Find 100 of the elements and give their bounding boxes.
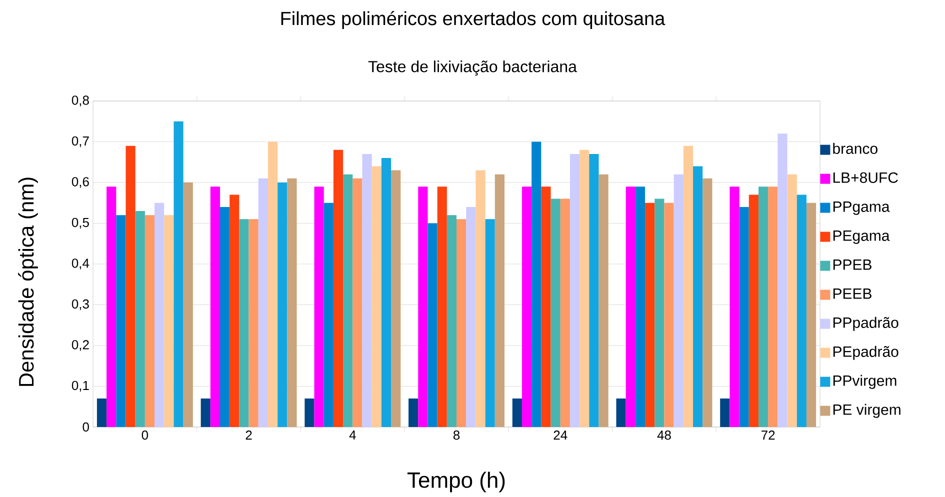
bar [230,194,240,427]
bar [748,194,758,427]
legend-label: branco [833,142,878,154]
bar [135,211,145,427]
y-tick-label: 0,3 [72,299,89,310]
bar [739,206,749,427]
x-tick-label: 4 [349,430,356,440]
bar [96,398,107,427]
bar [720,398,730,427]
bar [626,186,636,427]
bar [352,178,362,427]
bar [437,186,447,427]
bar [550,198,560,427]
bar [183,182,193,427]
bar [758,186,768,427]
bar [144,215,155,427]
bar [456,219,466,427]
bar [645,202,655,427]
bar [616,398,626,427]
bar [768,186,778,427]
bar [635,186,646,427]
bar [220,206,230,427]
legend-label: PPgama [833,201,890,215]
y-tick-label: 0,2 [72,340,89,351]
y-tick-label: 0,5 [72,218,89,229]
bar [239,219,249,427]
bar [532,142,542,427]
bar [418,186,428,427]
bar [654,198,664,427]
y-tick-label: 0,4 [72,258,90,270]
bar [570,154,580,427]
bar [391,170,401,427]
bar [200,398,210,427]
y-tick-label: 0,6 [72,177,89,188]
bar [580,150,590,427]
bar [683,146,694,427]
y-tick-label: 0,8 [72,96,89,106]
bar [494,174,504,427]
legend-label: PE virgem [833,404,900,418]
bar [702,178,712,427]
bar [268,142,278,427]
bar [106,186,116,427]
bar [485,219,495,427]
bar [248,219,258,427]
x-tick-label: 8 [453,430,460,440]
bar [174,121,184,427]
legend-label: PPEB [833,259,872,270]
y-tick-label: 0,1 [72,380,89,392]
bar [664,202,674,427]
x-tick-label: 24 [554,430,568,440]
bar [446,215,457,427]
bar [314,186,324,427]
bar [372,166,382,427]
legend-label: PEpadrão [833,346,898,360]
y-tick-label: 0,7 [72,136,89,148]
bar [674,174,684,427]
bar [560,198,570,427]
bar [806,202,816,427]
bar [428,223,438,427]
bar [154,202,164,427]
bar [304,398,314,427]
bar [778,134,788,427]
y-tick-label: 0 [82,422,89,432]
bar [333,150,344,427]
bar [287,178,297,427]
bar [362,154,372,427]
bar [408,398,418,427]
chart-subtitle: Teste de lixiviação bacteriana [368,60,577,76]
x-tick-label: 48 [657,430,671,440]
bar [278,182,288,427]
legend-label: PPvirgem [833,374,896,389]
bar [126,146,136,427]
x-tick-label: 0 [142,430,148,440]
bar [522,186,532,427]
legend-label: PEEB [833,288,872,299]
bar [476,170,486,427]
chart-title: Filmes poliméricos enxertados com quitosana [281,11,666,29]
bar [324,202,334,427]
bar [512,398,522,427]
bar [164,215,174,427]
y-axis-title: Densidade óptica (nm) [18,178,38,386]
bar [589,154,599,427]
bar [210,186,220,427]
bar [598,174,608,427]
bar [343,174,353,427]
bar [258,178,268,427]
bar [381,158,392,427]
x-axis-title: Tempo (h) [407,472,505,492]
legend-label: PEgama [833,230,890,244]
bar [787,174,797,427]
legend-label: LB+8UFC [833,172,898,183]
bar [541,186,551,427]
x-tick-label: 72 [762,430,775,440]
bar [693,166,703,427]
bar [116,215,126,427]
bar [796,194,806,427]
bar [730,186,740,427]
x-tick-label: 2 [246,430,252,440]
bar [466,206,476,427]
legend-label: PPpadrão [833,316,898,331]
